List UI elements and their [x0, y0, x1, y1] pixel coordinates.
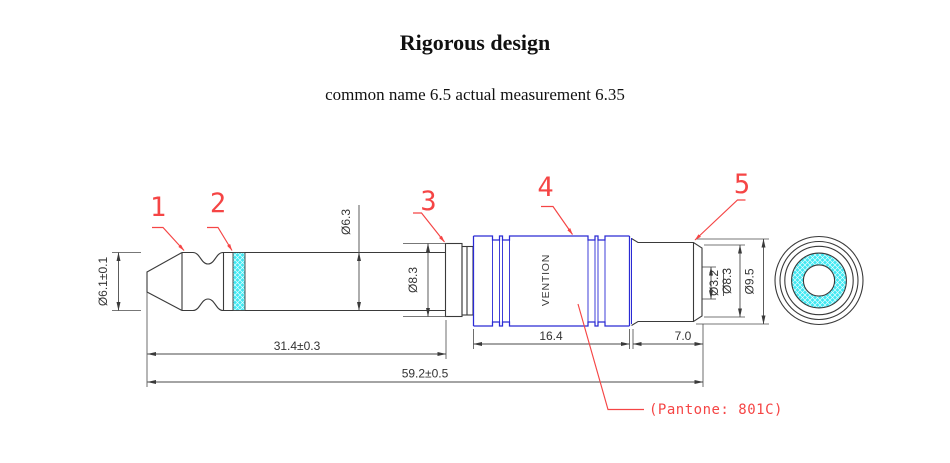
brand-text: VENTION [540, 254, 552, 306]
dimension-boot-diameter: Ø8.3 [704, 244, 745, 318]
collar [444, 242, 474, 318]
dim-text-overall-length: 59.2±0.5 [402, 367, 449, 381]
barrel-body: VENTION [472, 235, 632, 327]
rear-boot [631, 238, 703, 326]
pantone-callout: (Pantone: 801C) [577, 303, 783, 418]
dimension-body-length: 16.4 [473, 329, 630, 349]
cable-cross-section [791, 253, 847, 308]
part-callouts: 1 2 3 4 5 [150, 169, 750, 251]
plug-side-view: VENTION [146, 235, 703, 327]
dim-text-boot-diameter: Ø8.3 [720, 268, 734, 294]
dimension-collar-diameter: Ø8.3 [403, 243, 447, 317]
dim-text-max-diameter: Ø9.5 [743, 268, 757, 294]
dim-text-shaft-length: 31.4±0.3 [274, 339, 321, 353]
plug-end-view [774, 235, 864, 326]
dim-text-tip-diameter: Ø6.1±0.1 [96, 257, 110, 307]
part-label-2: 2 [210, 188, 226, 219]
dimension-cable-hole-diameter: Ø3.2 [702, 266, 724, 300]
plug-neck-groove [182, 251, 233, 312]
part-label-1: 1 [150, 192, 166, 223]
dimension-boot-length: 7.0 [632, 329, 704, 349]
plug-shaft [245, 251, 446, 312]
dimension-tip-diameter: Ø6.1±0.1 [96, 252, 141, 311]
plug-tip [146, 252, 183, 311]
dim-text-shaft-diameter: Ø6.3 [339, 209, 353, 235]
dim-text-body-length: 16.4 [539, 329, 563, 343]
dimension-shaft-length: 31.4±0.3 [146, 292, 447, 387]
dim-text-cable-hole-diameter: Ø3.2 [707, 270, 721, 296]
page-subtitle: common name 6.5 actual measurement 6.35 [325, 85, 625, 104]
part-label-4: 4 [537, 172, 553, 203]
insulator-band [232, 252, 246, 311]
barrel-grip-ridges [492, 240, 606, 322]
part-label-3: 3 [420, 186, 436, 217]
dim-text-collar-diameter: Ø8.3 [406, 267, 420, 293]
dimension-shaft-diameter: Ø6.3 [339, 205, 361, 311]
dim-text-boot-length: 7.0 [675, 329, 692, 343]
pantone-note-text: (Pantone: 801C) [649, 402, 783, 418]
page-title: Rigorous design [399, 30, 551, 55]
dimension-max-diameter: Ø9.5 [696, 238, 769, 325]
part-label-5: 5 [734, 169, 750, 200]
dimension-overall-length: 59.2±0.5 [147, 324, 704, 387]
